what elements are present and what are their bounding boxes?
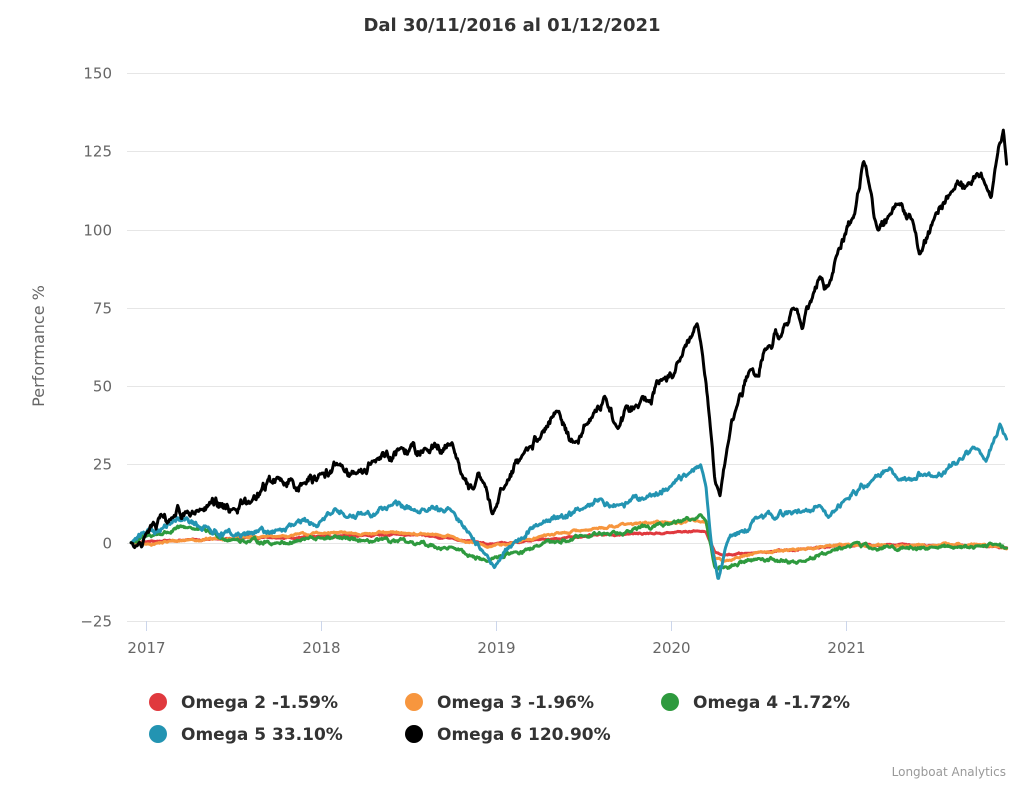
y-tick-label: 100	[83, 222, 112, 240]
legend-item-omega-2[interactable]: Omega 2 -1.59%	[149, 693, 338, 713]
y-tick-label: 150	[83, 65, 112, 83]
series-line-omega-4[interactable]	[129, 513, 1009, 571]
legend-item-omega-4[interactable]: Omega 4 -1.72%	[661, 693, 850, 713]
y-tick-label: 0	[102, 535, 112, 553]
legend-item-omega-5[interactable]: Omega 5 33.10%	[149, 725, 343, 745]
x-tick-label: 2018	[302, 639, 340, 657]
legend-label: Omega 4 -1.72%	[693, 693, 850, 713]
legend-marker-icon	[405, 693, 423, 711]
legend-marker-icon	[405, 725, 423, 743]
y-tick-label: −25	[80, 613, 112, 631]
legend-marker-icon	[661, 693, 679, 711]
y-axis: −25 0 25 50 75 100 125 150	[80, 65, 112, 631]
y-tick-label: 75	[93, 300, 112, 318]
x-axis: 2017 2018 2019 2020 2021	[127, 621, 866, 657]
legend-label: Omega 6 120.90%	[437, 725, 611, 745]
x-tick-label: 2020	[652, 639, 690, 657]
legend-item-omega-6[interactable]: Omega 6 120.90%	[405, 725, 611, 745]
legend-label: Omega 3 -1.96%	[437, 693, 594, 713]
y-axis-label: Performance %	[29, 285, 48, 407]
y-tick-label: 125	[83, 143, 112, 161]
legend: Omega 2 -1.59% Omega 3 -1.96% Omega 4 -1.7…	[149, 693, 850, 745]
series-lines	[129, 128, 1009, 580]
y-tick-label: 25	[93, 456, 112, 474]
legend-item-omega-3[interactable]: Omega 3 -1.96%	[405, 693, 594, 713]
legend-marker-icon	[149, 693, 167, 711]
chart-title: Dal 30/11/2016 al 01/12/2021	[363, 15, 660, 36]
legend-marker-icon	[149, 725, 167, 743]
x-tick-label: 2021	[827, 639, 865, 657]
legend-label: Omega 5 33.10%	[181, 725, 343, 745]
x-tick-label: 2017	[127, 639, 165, 657]
y-tick-label: 50	[93, 378, 112, 396]
series-line-omega-6[interactable]	[129, 128, 1009, 549]
series-line-omega-5[interactable]	[129, 422, 1009, 580]
legend-label: Omega 2 -1.59%	[181, 693, 338, 713]
x-tick-label: 2019	[477, 639, 515, 657]
credits-label[interactable]: Longboat Analytics	[892, 765, 1006, 779]
